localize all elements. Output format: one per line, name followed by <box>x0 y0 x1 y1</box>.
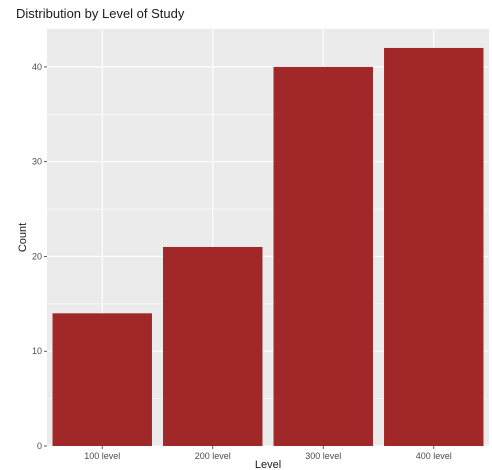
y-tick-label: 10 <box>32 346 42 356</box>
bar-300-level <box>273 66 373 446</box>
x-tick-label: 200 level <box>195 451 231 461</box>
y-axis-title: Count <box>17 223 29 252</box>
x-tick-label: 100 level <box>84 451 120 461</box>
bar-100-level <box>52 313 152 446</box>
bar-400-level <box>384 47 484 447</box>
y-tick-label: 30 <box>32 157 42 167</box>
x-axis-title: Level <box>255 459 281 470</box>
bars <box>52 47 484 447</box>
y-tick-label: 20 <box>32 251 42 261</box>
y-axis-ticks: 0 10 20 30 40 <box>32 62 47 451</box>
y-tick-label: 40 <box>32 62 42 72</box>
y-tick-label: 0 <box>37 441 42 451</box>
x-tick-label: 300 level <box>305 451 341 461</box>
chart-title: Distribution by Level of Study <box>16 6 185 21</box>
x-tick-label: 400 level <box>416 451 452 461</box>
x-axis-ticks: 100 level 200 level 300 level 400 level <box>84 446 452 461</box>
bar-200-level <box>163 246 263 446</box>
